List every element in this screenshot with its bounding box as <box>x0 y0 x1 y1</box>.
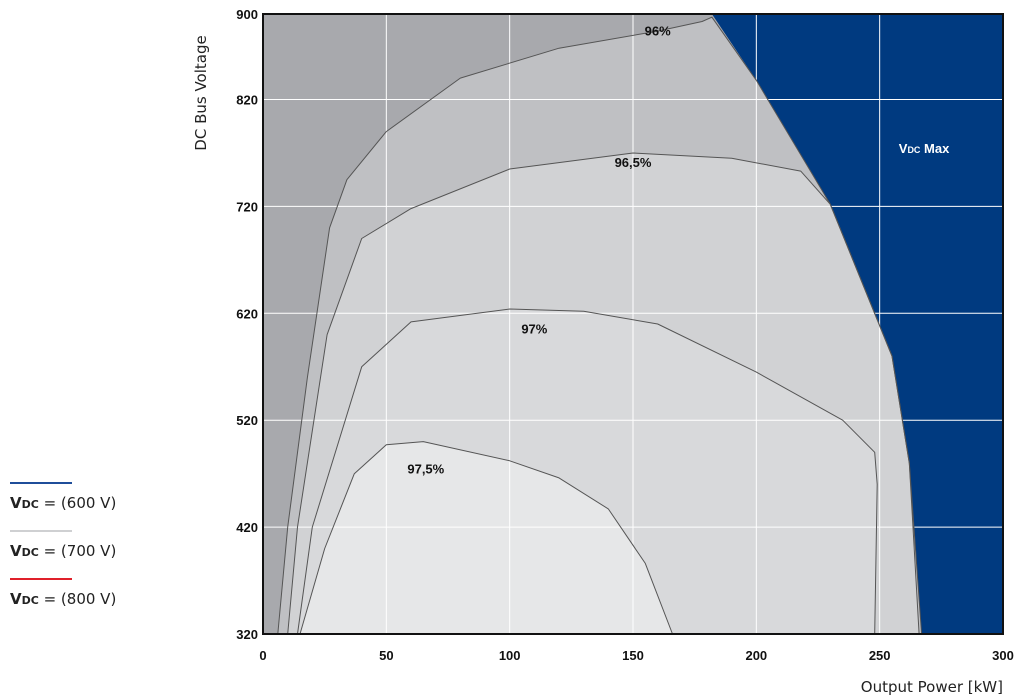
x-tick-label: 100 <box>499 648 521 663</box>
x-tick-label: 50 <box>379 648 393 663</box>
y-tick-label: 320 <box>236 627 258 642</box>
legend-label-600v: VDC = (600 V) <box>10 494 117 512</box>
x-tick-label: 200 <box>745 648 767 663</box>
grid-lines <box>263 14 1003 634</box>
region-97-5 <box>300 441 673 634</box>
y-tick-label: 820 <box>236 93 258 108</box>
plot-frame <box>262 13 1004 635</box>
label-region-97: 97% <box>521 322 547 337</box>
y-axis-title: DC Bus Voltage <box>192 35 210 150</box>
legend-item-600v: VDC = (600 V) <box>10 482 160 530</box>
legend-item-800v: VDC = (800 V) <box>10 578 160 626</box>
contour-region-97-5 <box>299 441 673 635</box>
label-vdc-max: VDC Max <box>899 141 950 156</box>
x-tick-label: 0 <box>259 648 266 663</box>
contour-region-96-5 <box>287 152 920 635</box>
legend: VDC = (600 V) VDC = (700 V) VDC = (800 V… <box>10 482 160 626</box>
region-labels: 96% 96,5% 97% 97,5% VDC Max <box>407 23 950 476</box>
legend-swatch-700v <box>10 530 72 532</box>
legend-swatch-600v <box>10 482 72 484</box>
label-region-97-5: 97,5% <box>407 462 444 477</box>
legend-item-700v: VDC = (700 V) <box>10 530 160 578</box>
y-tick-label: 520 <box>236 413 258 428</box>
x-tick-label: 300 <box>992 648 1014 663</box>
x-axis-title: Output Power [kW] <box>861 678 1003 696</box>
x-tick-label: 250 <box>869 648 891 663</box>
legend-label-700v: VDC = (700 V) <box>10 542 117 560</box>
contour-region-97 <box>297 308 878 635</box>
contour-lines <box>277 16 923 635</box>
y-tick-label: 720 <box>236 199 258 214</box>
y-tick-label: 900 <box>236 7 258 22</box>
legend-swatch-800v <box>10 578 72 580</box>
x-tick-label: 150 <box>622 648 644 663</box>
plot-border <box>262 13 1004 635</box>
y-tick-label: 420 <box>236 520 258 535</box>
y-tick-label: 620 <box>236 306 258 321</box>
label-region-96: 96% <box>645 23 671 38</box>
label-region-96-5: 96,5% <box>615 155 652 170</box>
legend-label-800v: VDC = (800 V) <box>10 590 117 608</box>
region-vdc-max <box>711 14 1003 634</box>
tick-labels: 0 50 100 150 200 250 300 320 420 520 620 720 820 900 <box>236 7 1014 663</box>
